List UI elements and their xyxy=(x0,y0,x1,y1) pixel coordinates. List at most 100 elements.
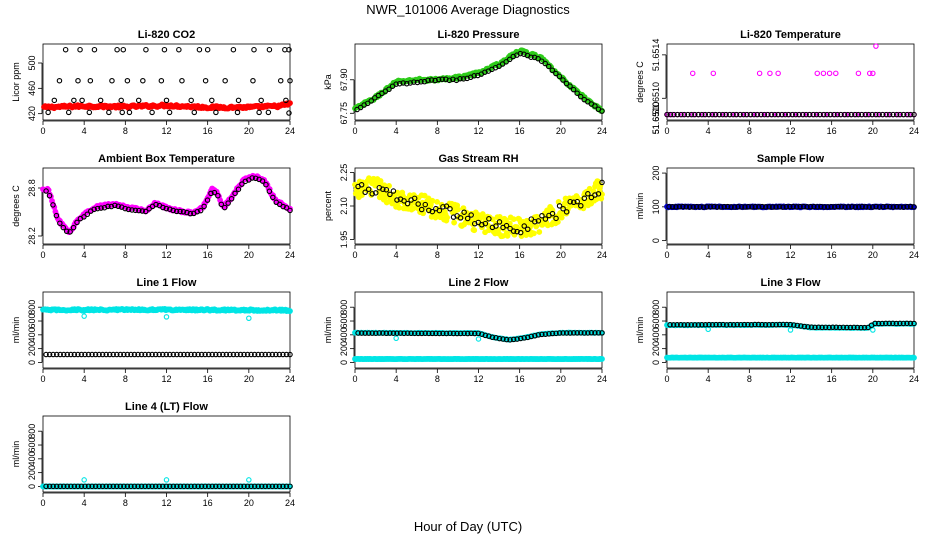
data-point xyxy=(828,204,834,210)
data-point xyxy=(393,335,399,342)
data-point xyxy=(769,321,776,328)
data-point xyxy=(574,90,580,96)
data-point xyxy=(553,215,559,222)
data-point xyxy=(387,330,393,336)
data-point xyxy=(65,109,72,116)
data-point xyxy=(780,321,786,328)
data-point xyxy=(373,330,379,336)
data-point xyxy=(106,351,113,358)
data-point xyxy=(103,351,109,358)
data-point xyxy=(817,111,823,118)
panel-9: Line 4 (LT) Flow 0 4 8 12 16 20 24 0 200400600800… xyxy=(11,401,295,508)
data-point xyxy=(91,46,98,53)
data-point xyxy=(53,351,60,358)
data-point xyxy=(907,111,914,118)
x-tick-label: 20 xyxy=(556,250,566,260)
data-point xyxy=(401,330,407,337)
y-axis-label: degrees C xyxy=(11,185,21,227)
y-tick-label: 800 xyxy=(651,300,661,315)
data-point xyxy=(149,109,155,116)
data-point xyxy=(194,208,200,215)
y-axis-label: ml/min xyxy=(11,441,21,468)
plot-frame xyxy=(42,415,291,493)
data-point xyxy=(724,203,731,210)
data-point xyxy=(794,322,801,329)
data-point xyxy=(205,351,212,358)
data-point xyxy=(287,207,293,214)
data-point xyxy=(876,111,882,118)
data-point xyxy=(235,97,242,104)
data-point xyxy=(676,203,683,210)
data-point xyxy=(855,111,862,118)
series-avg xyxy=(354,50,605,114)
x-tick-label: 12 xyxy=(785,250,795,260)
data-point xyxy=(530,230,537,237)
data-point xyxy=(528,333,535,340)
data-point xyxy=(567,330,573,336)
data-point xyxy=(728,204,734,210)
series-fill xyxy=(352,355,605,363)
data-point xyxy=(397,330,404,336)
data-point xyxy=(745,321,751,328)
data-point xyxy=(208,190,214,197)
data-point xyxy=(404,330,411,336)
data-point xyxy=(567,198,573,205)
data-point xyxy=(163,314,170,320)
data-point xyxy=(287,351,293,358)
data-point xyxy=(570,330,577,336)
data-point xyxy=(712,111,719,118)
data-point xyxy=(115,203,121,210)
data-point xyxy=(439,76,446,83)
x-tick-label: 4 xyxy=(82,126,87,136)
data-point xyxy=(355,330,361,336)
data-point xyxy=(225,200,231,206)
series-fill xyxy=(40,172,293,236)
data-point xyxy=(690,204,696,210)
data-point xyxy=(905,111,912,118)
data-point xyxy=(503,217,509,224)
data-point xyxy=(482,220,489,227)
data-point xyxy=(570,86,577,93)
x-tick-label: 16 xyxy=(827,126,837,136)
data-point xyxy=(460,76,467,82)
data-point xyxy=(907,320,914,327)
x-tick-label: 20 xyxy=(868,250,878,260)
data-point xyxy=(262,351,269,358)
x-tick-label: 16 xyxy=(203,498,213,508)
data-point xyxy=(74,219,80,226)
data-point xyxy=(796,111,802,118)
data-point xyxy=(574,330,581,336)
data-point xyxy=(581,195,588,202)
data-point xyxy=(514,336,520,342)
data-point xyxy=(429,330,436,337)
data-point xyxy=(429,197,436,204)
data-point xyxy=(847,324,854,331)
x-tick-label: 0 xyxy=(664,250,669,260)
data-point xyxy=(872,111,879,118)
y-tick-label: 800 xyxy=(27,424,37,439)
data-point xyxy=(766,204,772,210)
x-tick-label: 12 xyxy=(161,374,171,384)
data-point xyxy=(57,351,63,358)
y-tick-label: 67.75 xyxy=(339,102,349,125)
data-point xyxy=(560,205,566,212)
data-point xyxy=(71,351,78,358)
data-point xyxy=(56,77,63,84)
x-tick-label: 24 xyxy=(597,374,607,384)
data-point xyxy=(198,351,205,358)
data-point xyxy=(754,111,761,118)
data-point xyxy=(62,46,69,53)
data-point xyxy=(106,109,112,116)
data-point xyxy=(887,204,893,210)
data-point xyxy=(503,59,509,65)
data-point xyxy=(904,204,910,210)
data-point xyxy=(835,203,841,210)
data-point xyxy=(517,335,524,342)
y-axis-label: ml/min xyxy=(323,317,333,344)
data-point xyxy=(822,324,829,331)
data-point xyxy=(521,335,527,341)
data-point xyxy=(699,111,705,118)
data-point xyxy=(758,111,764,118)
